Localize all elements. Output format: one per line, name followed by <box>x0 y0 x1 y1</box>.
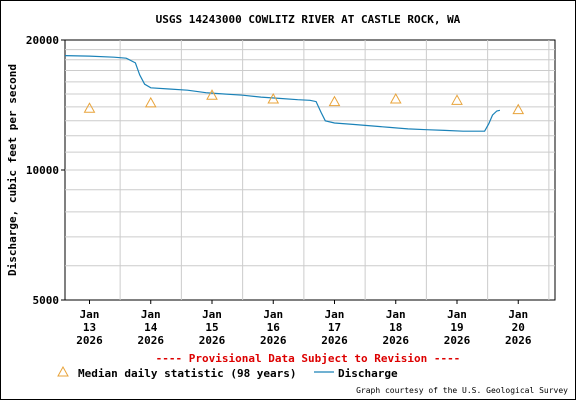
y-axis-ticks: 5000 10000 20000 <box>26 34 65 307</box>
x-tick-label: Jan 15 2026 <box>199 308 226 347</box>
legend-median-symbol <box>57 365 69 377</box>
usgs-credit: Graph courtesy of the U.S. Geological Su… <box>356 386 568 395</box>
grid-lines <box>65 40 555 300</box>
median-marker <box>389 92 402 104</box>
median-marker <box>83 102 96 113</box>
x-tick-label: Jan 18 2026 <box>383 308 410 347</box>
x-tick-label: Jan 20 2026 <box>505 308 532 347</box>
x-tick-label: Jan 14 2026 <box>138 308 165 347</box>
chart-title: USGS 14243000 COWLITZ RIVER AT CASTLE RO… <box>156 13 461 26</box>
median-marker <box>451 94 463 105</box>
y-axis-label: Discharge, cubic feet per second <box>6 64 19 276</box>
median-marker <box>144 96 157 108</box>
provisional-notice: ---- Provisional Data Subject to Revisio… <box>156 352 461 365</box>
legend-discharge-label: Discharge <box>338 367 398 380</box>
discharge-line <box>64 55 501 132</box>
median-marker <box>267 92 280 104</box>
series-layer <box>64 55 525 132</box>
median-marker <box>206 89 218 100</box>
legend-median-label: Median daily statistic (98 years) <box>78 367 297 380</box>
x-tick-label: Jan 17 2026 <box>321 308 348 347</box>
y-tick-label: 20000 <box>26 34 59 47</box>
x-axis-ticks: Jan 13 2026 Jan 14 2026 Jan 15 2026 Jan 16 2026 Jan 1… <box>76 300 532 347</box>
median-marker <box>512 103 525 115</box>
legend: Median daily statistic (98 years) Dischar… <box>57 365 398 380</box>
x-tick-label: Jan 16 2026 <box>260 308 287 347</box>
y-tick-label: 5000 <box>33 294 60 307</box>
x-tick-label: Jan 13 2026 <box>76 308 103 347</box>
x-tick-label: Jan 19 2026 <box>444 308 471 347</box>
y-tick-label: 10000 <box>26 164 59 177</box>
median-marker <box>328 95 341 107</box>
